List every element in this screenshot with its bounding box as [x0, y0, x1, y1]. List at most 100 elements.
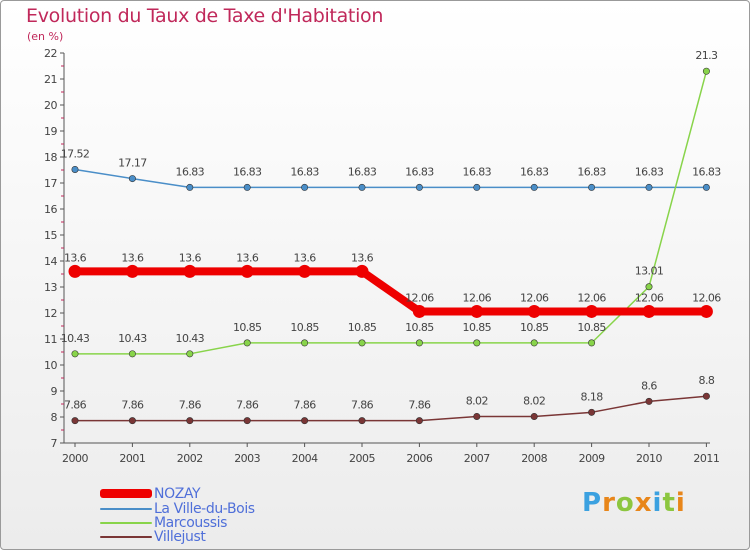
- data-label-marcoussis: 10.85: [233, 321, 262, 334]
- data-label-villejust: 7.86: [64, 399, 87, 412]
- data-point-villejust: [71, 417, 79, 425]
- y-tick-label: 22: [44, 47, 57, 60]
- series-line-marcoussis: [75, 71, 708, 355]
- proxiti-logo: Proxiti: [582, 488, 686, 518]
- data-label-marcoussis: 10.85: [577, 321, 606, 334]
- logo-letter: t: [662, 488, 676, 518]
- data-point-la-ville-du-bois: [588, 183, 596, 191]
- x-tick-label: 2005: [349, 452, 375, 465]
- data-point-villejust: [588, 408, 596, 416]
- series-line-la-ville-du-bois: [74, 168, 707, 189]
- data-label-la-ville-du-bois: 16.83: [405, 165, 434, 178]
- y-tick-label: 10: [44, 359, 57, 372]
- data-point-marcoussis: [702, 67, 710, 75]
- legend-label-nozay: NOZAY: [154, 485, 201, 502]
- x-tick-label: 2001: [119, 452, 145, 465]
- y-tick-label: 18: [44, 151, 57, 164]
- data-label-nozay: 13.6: [294, 251, 317, 264]
- data-point-marcoussis: [645, 283, 653, 291]
- data-label-nozay: 13.6: [121, 251, 144, 264]
- legend-swatch-marcoussis: [100, 521, 152, 524]
- y-tick-label: 17: [44, 177, 57, 190]
- y-tick-label: 11: [44, 333, 57, 346]
- y-tick-label: 19: [44, 125, 57, 138]
- data-point-marcoussis: [243, 339, 251, 347]
- axes: 7 8 9 10 11 12 13 14 15 16 17 18 19 20 21 22 2000 2001 200…: [44, 47, 720, 465]
- data-point-marcoussis: [301, 339, 309, 347]
- series-line-nozay: [75, 267, 707, 316]
- legend-item-marcoussis: Marcoussis: [100, 514, 360, 531]
- logo-letter: x: [634, 488, 653, 518]
- legend-label-villejust: Villejust: [154, 528, 206, 545]
- data-point-la-ville-du-bois: [645, 183, 653, 191]
- data-label-marcoussis: 10.43: [61, 332, 90, 345]
- data-point-villejust: [473, 412, 481, 420]
- series-line-villejust: [75, 395, 707, 422]
- data-label-villejust: 8.8: [699, 374, 715, 387]
- logo-letter: i: [675, 488, 686, 518]
- legend-swatch-nozay: [100, 489, 152, 498]
- data-point-villejust: [530, 412, 538, 420]
- data-label-nozay: 12.06: [520, 291, 549, 304]
- y-tick-label: 14: [44, 255, 57, 268]
- data-label-nozay: 13.6: [351, 251, 374, 264]
- data-point-villejust: [702, 392, 710, 400]
- data-point-villejust: [128, 417, 136, 425]
- data-label-villejust: 8.02: [466, 394, 488, 407]
- data-label-marcoussis: 13.01: [635, 265, 664, 278]
- data-point-marcoussis: [588, 339, 596, 347]
- data-label-marcoussis: 10.85: [405, 321, 434, 334]
- data-point-la-ville-du-bois: [358, 183, 366, 191]
- data-label-nozay: 12.06: [405, 291, 434, 304]
- data-label-marcoussis: 21.3: [695, 49, 718, 62]
- data-label-marcoussis: 10.85: [290, 321, 319, 334]
- data-point-nozay: [298, 264, 312, 278]
- data-point-la-ville-du-bois: [301, 183, 309, 191]
- data-point-villejust: [358, 417, 366, 425]
- data-label-nozay: 12.06: [635, 291, 664, 304]
- x-tick-label: 2000: [62, 452, 88, 465]
- data-point-villejust: [645, 397, 653, 405]
- data-label-marcoussis: 10.85: [463, 321, 492, 334]
- data-point-marcoussis: [415, 339, 423, 347]
- legend-item-villejust: Villejust: [100, 528, 360, 545]
- data-point-villejust: [243, 417, 251, 425]
- data-point-nozay: [355, 264, 369, 278]
- legend-label-la-ville-du-bois: La Ville-du-Bois: [154, 500, 255, 517]
- data-point-la-ville-du-bois: [473, 183, 481, 191]
- legend-item-nozay: NOZAY: [100, 485, 360, 502]
- data-label-la-ville-du-bois: 17.52: [61, 147, 90, 160]
- data-label-nozay: 13.6: [236, 251, 259, 264]
- data-point-la-ville-du-bois: [415, 183, 423, 191]
- legend-label-marcoussis: Marcoussis: [154, 514, 228, 531]
- data-label-nozay: 13.6: [179, 251, 202, 264]
- data-label-nozay: 12.06: [577, 291, 606, 304]
- data-label-la-ville-du-bois: 16.83: [233, 165, 262, 178]
- chart-subtitle: (en %): [27, 30, 64, 43]
- x-tick-label: 2006: [406, 452, 432, 465]
- x-tick-label: 2010: [636, 452, 662, 465]
- data-label-marcoussis: 10.85: [348, 321, 377, 334]
- y-tick-label: 9: [51, 385, 58, 398]
- data-label-la-ville-du-bois: 17.17: [118, 157, 147, 170]
- x-tick-label: 2002: [177, 452, 203, 465]
- data-label-la-ville-du-bois: 16.83: [577, 165, 606, 178]
- data-point-nozay: [68, 264, 82, 278]
- data-point-la-ville-du-bois: [186, 183, 194, 191]
- data-label-la-ville-du-bois: 16.83: [176, 165, 205, 178]
- logo-letter: P: [582, 488, 603, 518]
- y-tick-label: 13: [44, 281, 57, 294]
- data-label-nozay: 12.06: [463, 291, 492, 304]
- data-label-la-ville-du-bois: 16.83: [520, 165, 549, 178]
- legend-swatch-la-ville-du-bois: [100, 507, 152, 510]
- data-label-villejust: 7.86: [179, 399, 202, 412]
- data-point-la-ville-du-bois: [702, 183, 710, 191]
- data-point-marcoussis: [530, 339, 538, 347]
- legend-item-la-ville-du-bois: La Ville-du-Bois: [100, 500, 360, 517]
- x-tick-label: 2003: [234, 452, 260, 465]
- data-point-villejust: [186, 417, 194, 425]
- y-tick-label: 16: [44, 203, 57, 216]
- x-tick-label: 2007: [464, 452, 490, 465]
- x-tick-label: 2009: [579, 452, 605, 465]
